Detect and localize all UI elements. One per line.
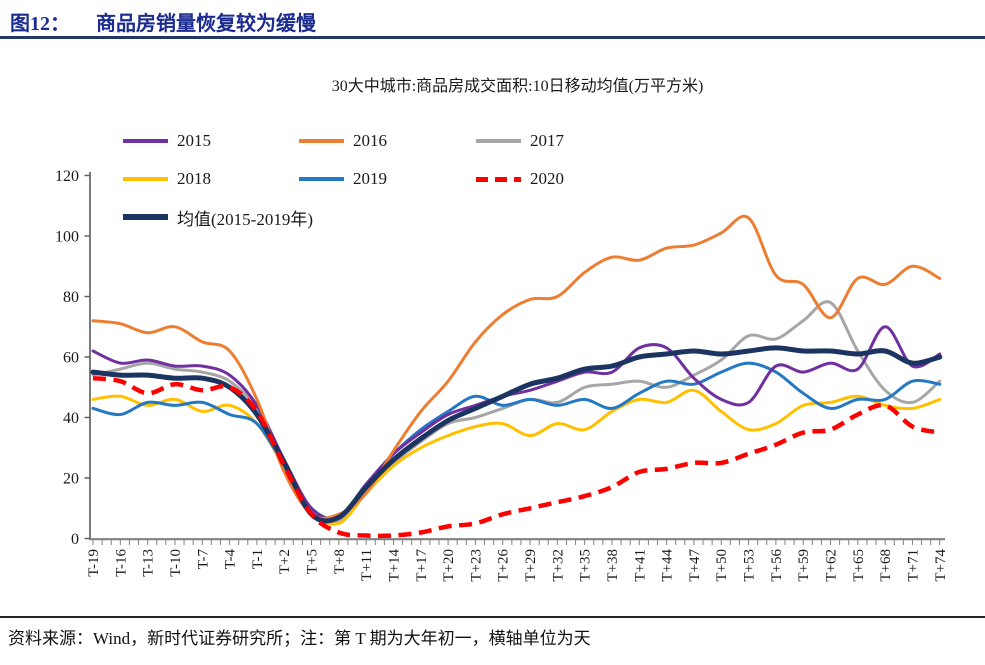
- x-tick-label: T+62: [824, 549, 840, 582]
- x-tick-label: T+11: [359, 549, 375, 581]
- series-line-2020: [92, 375, 941, 539]
- x-tick-label: T-4: [223, 549, 239, 570]
- chart-title: 30大中城市:商品房成交面积:10日移动均值(万平方米): [331, 78, 704, 95]
- x-tick-label: T-13: [141, 549, 157, 577]
- legend-label-2016: 2016: [353, 131, 387, 150]
- x-tick-label: T-19: [86, 549, 102, 577]
- x-tick-label: T+74: [933, 549, 949, 582]
- legend-item-2020: 2020: [476, 169, 564, 189]
- series-line-2017: [91, 300, 942, 524]
- series-line-均值(2015-2019年): [90, 345, 943, 524]
- source-note: 资料来源：Wind，新时代证券研究所；注：第 T 期为大年初一，横轴单位为天: [8, 629, 591, 648]
- y-tick-label: 20: [63, 471, 79, 488]
- x-tick-label: T+59: [796, 549, 812, 582]
- y-axis-ticks: 0 20 40 60 80 100 120: [55, 168, 90, 548]
- figure-heading: 图12： 商品房销量恢复较为缓慢: [10, 7, 316, 36]
- x-tick-label: T+26: [496, 549, 512, 582]
- series-line-2019: [91, 361, 942, 521]
- x-tick-label: T+38: [605, 549, 621, 582]
- x-axis-ticks: [92, 539, 941, 545]
- legend-swatch-2015: [123, 139, 168, 143]
- figure-title: 商品房销量恢复较为缓慢: [96, 13, 316, 35]
- legend-label-mean: 均值(2015-2019年): [177, 209, 313, 229]
- series-line-2016: [91, 214, 942, 520]
- x-tick-label: T+44: [660, 549, 676, 582]
- series-line-2015: [91, 325, 942, 521]
- x-tick-label: T-1: [250, 549, 266, 569]
- legend-item-2016: 2016: [299, 131, 387, 151]
- x-tick-label: T+23: [468, 549, 484, 582]
- x-tick-label: T+53: [742, 549, 758, 582]
- x-tick-label: T+41: [632, 549, 648, 582]
- footer-divider: [0, 616, 985, 618]
- title-underline: [0, 36, 985, 39]
- x-tick-label: T+68: [878, 549, 894, 582]
- x-tick-label: T+71: [905, 549, 921, 582]
- legend-swatch-2016: [299, 139, 344, 143]
- y-tick-label: 60: [63, 350, 79, 367]
- legend-item-2018: 2018: [123, 169, 211, 189]
- legend-item-2015: 2015: [123, 131, 211, 151]
- y-tick-label: 80: [63, 289, 79, 306]
- x-tick-label: T-7: [195, 549, 211, 570]
- legend-swatch-2020: [476, 176, 521, 182]
- series-line-2018: [91, 388, 942, 526]
- x-tick-label: T+5: [305, 549, 321, 574]
- legend-item-2019: 2019: [299, 169, 387, 189]
- x-tick-label: T+56: [769, 549, 785, 582]
- x-tick-label: T+8: [332, 549, 348, 574]
- legend-label-2015: 2015: [177, 131, 211, 150]
- legend-label-2018: 2018: [177, 169, 211, 188]
- x-tick-label: T+50: [714, 549, 730, 582]
- legend-item-mean: 均值(2015-2019年): [123, 207, 313, 229]
- x-tick-label: T+29: [523, 549, 539, 582]
- y-tick-label: 0: [71, 531, 79, 548]
- x-tick-label: T+14: [386, 549, 402, 582]
- x-tick-label: T+17: [414, 549, 430, 582]
- x-tick-label: T-10: [168, 549, 184, 577]
- y-tick-label: 100: [55, 229, 79, 246]
- x-tick-label: T+65: [851, 549, 867, 582]
- legend-label-2017: 2017: [530, 131, 564, 150]
- x-tick-label: T+35: [578, 549, 594, 582]
- legend-label-2020: 2020: [530, 169, 564, 188]
- x-tick-label: T+2: [277, 549, 293, 574]
- y-tick-label: 120: [55, 168, 79, 185]
- y-tick-label: 40: [63, 410, 79, 427]
- x-tick-label: T+20: [441, 549, 457, 582]
- legend-swatch-mean: [123, 214, 168, 220]
- legend-swatch-2018: [123, 177, 168, 181]
- series-lines: [90, 214, 943, 539]
- x-tick-label: T-16: [113, 549, 129, 577]
- figure-label: 图12：: [10, 13, 70, 35]
- legend-item-2017: 2017: [476, 131, 564, 151]
- legend-label-2019: 2019: [353, 169, 387, 188]
- legend-swatch-2019: [299, 177, 344, 181]
- x-tick-label: T+32: [550, 549, 566, 582]
- x-axis-labels: T-19 T-16 T-13 T-10 T-7 T-4 T-1 T+2 T+5 T+8 T+11 T+…: [86, 549, 949, 582]
- legend-swatch-2017: [476, 139, 521, 143]
- x-tick-label: T+47: [687, 549, 703, 582]
